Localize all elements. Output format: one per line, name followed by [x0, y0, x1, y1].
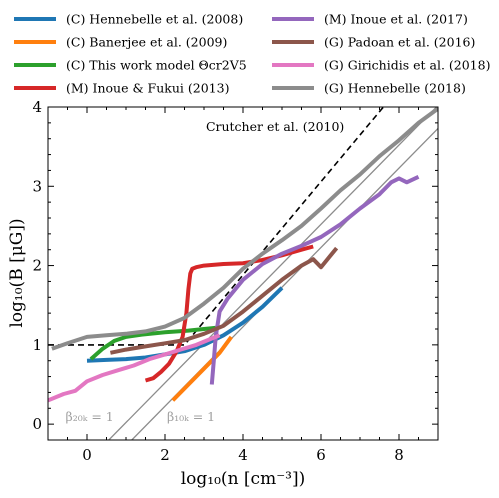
reference-line-crutcher — [48, 107, 385, 346]
annotation-crutcher-et-al-2010: Crutcher et al. (2010) — [206, 119, 344, 134]
x-axis-label: log₁₀(n [cm⁻³]) — [181, 469, 306, 489]
annotation-1: β₁₀ₖ = 1 — [167, 409, 215, 424]
legend-label-c-banerjee-et-al-2009: (C) Banerjee et al. (2009) — [66, 35, 227, 50]
legend-label-m-inoue-et-al-2017: (M) Inoue et al. (2017) — [324, 12, 468, 27]
legend-label-c-hennebelle-et-al-2008: (C) Hennebelle et al. (2008) — [66, 12, 243, 27]
legend: (C) Hennebelle et al. (2008) (C) Banerjee… — [14, 12, 490, 96]
series-line-m-inoue-et-al-2017 — [209, 174, 420, 385]
x-tick-label: 0 — [82, 446, 92, 464]
x-tick-label: 2 — [160, 446, 170, 464]
plot-area: 0 2 4 6 8 0 1 2 3 4 Crutcher et al. (2010) β₂₀ₖ = … — [32, 98, 439, 464]
x-tick-label: 4 — [238, 446, 248, 464]
y-axis-label: log₁₀(B [μG]) — [7, 218, 27, 327]
x-tick-label: 8 — [394, 446, 404, 464]
x-tick-label: 6 — [316, 446, 326, 464]
legend-label-g-girichidis-et-al-2018: (G) Girichidis et al. (2018) — [324, 58, 490, 73]
y-tick-label: 0 — [32, 415, 42, 433]
y-tick-label: 2 — [32, 257, 42, 275]
series-line-c-banerjee-et-al-2009 — [171, 335, 233, 402]
legend-label-c-this-work-model-cr2v5: (C) This work model Θcr2V5 — [66, 58, 247, 73]
legend-label-m-inoue-fukui-2013: (M) Inoue & Fukui (2013) — [66, 81, 229, 96]
series-line-g-hennebelle-2018 — [51, 107, 438, 351]
series-line-g-girichidis-et-al-2018 — [48, 333, 221, 403]
legend-label-g-padoan-et-al-2016: (G) Padoan et al. (2016) — [324, 35, 475, 50]
annotation-1: β₂₀ₖ = 1 — [66, 409, 114, 424]
series-line-m-inoue-fukui-2013 — [144, 244, 314, 383]
series-line-c-hennebelle-et-al-2008 — [86, 286, 284, 363]
y-tick-label: 1 — [32, 336, 42, 354]
y-tick-label: 3 — [32, 177, 42, 195]
series-line-c-this-work-model-cr2v5 — [89, 325, 220, 361]
reference-line-beta20K — [108, 107, 438, 440]
legend-label-g-hennebelle-2018: (G) Hennebelle (2018) — [324, 81, 466, 96]
series-line-g-padoan-et-al-2016 — [109, 246, 339, 355]
y-tick-label: 4 — [32, 98, 42, 116]
